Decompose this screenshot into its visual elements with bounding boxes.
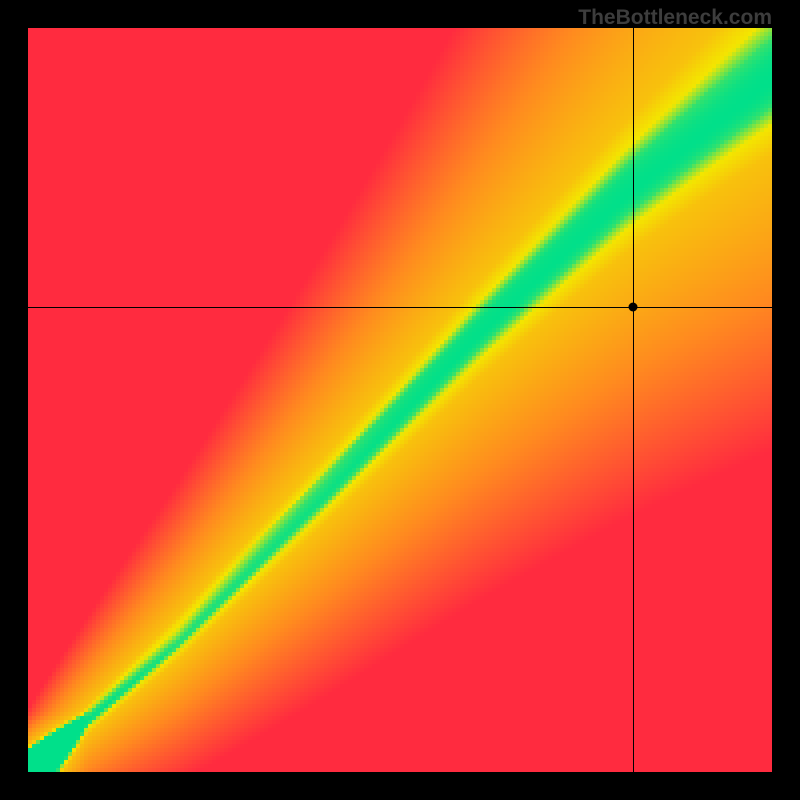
crosshair-horizontal [28,307,772,308]
heatmap-canvas [28,28,772,772]
watermark: TheBottleneck.com [578,6,772,30]
bottleneck-heatmap [28,28,772,772]
crosshair-vertical [633,28,634,772]
selection-marker [628,303,637,312]
